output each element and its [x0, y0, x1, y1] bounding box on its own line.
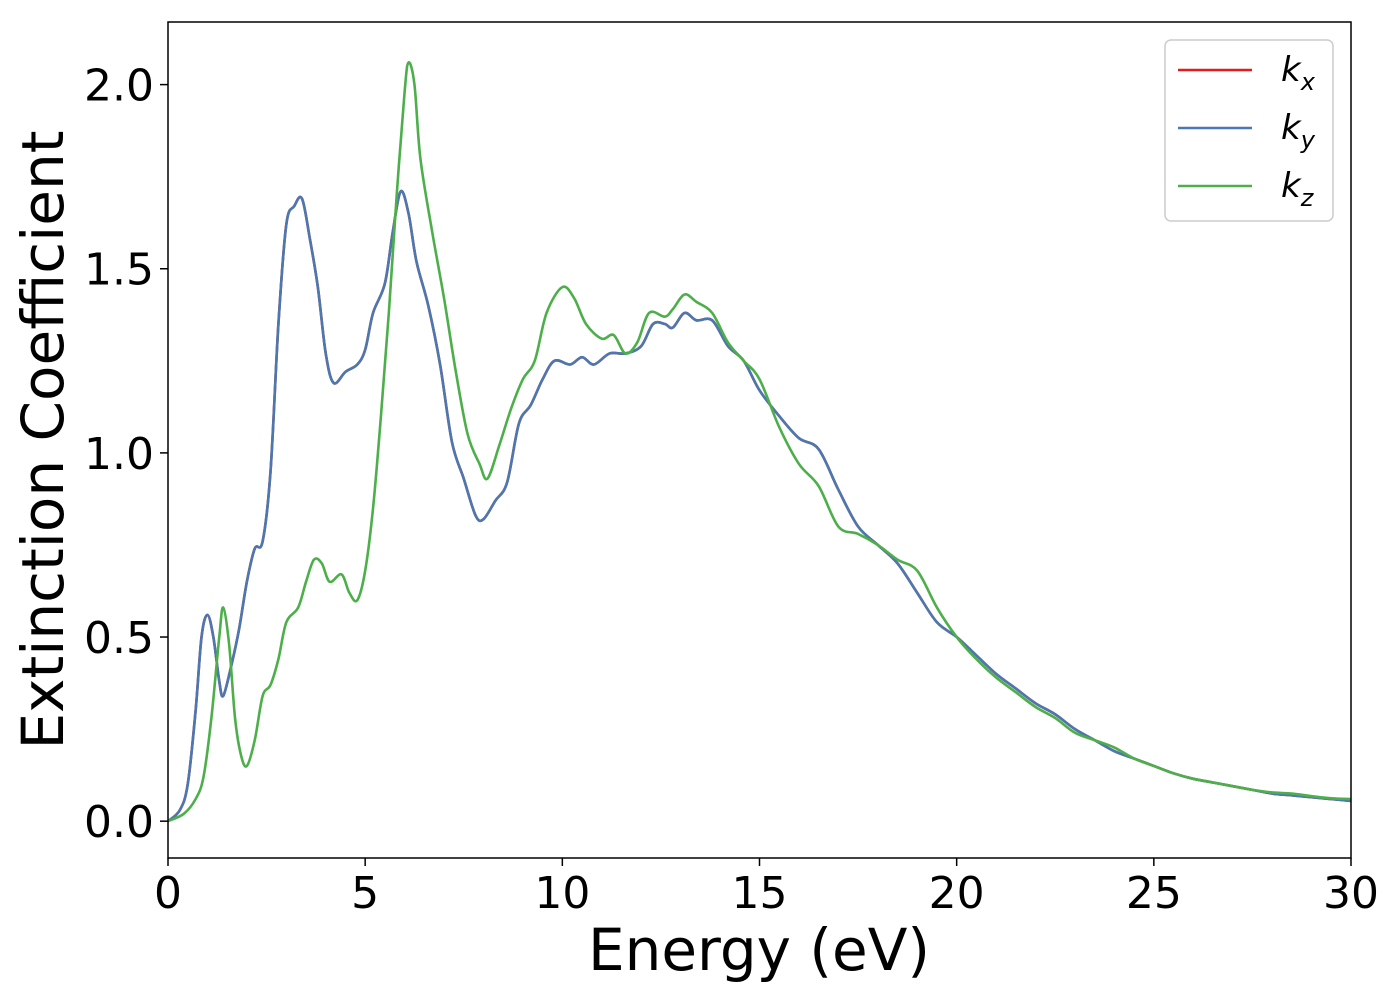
x-tick-label: 25	[1126, 868, 1182, 919]
x-tick-label: 20	[929, 868, 985, 919]
y-tick-label: 1.5	[84, 245, 154, 296]
x-tick-label: 5	[351, 868, 379, 919]
y-axis: 0.0 0.5 1.0 1.5 2.0	[84, 61, 168, 848]
x-axis-label: Energy (eV)	[588, 916, 930, 984]
series-layer	[168, 61, 1351, 823]
y-axis-label: Extinction Coefficient	[9, 131, 77, 750]
y-tick-label: 0.0	[84, 797, 154, 848]
legend-label-x: kx	[1281, 50, 1316, 96]
y-tick-label: 1.0	[84, 429, 154, 480]
x-tick-label: 30	[1323, 868, 1379, 919]
x-axis: 0 5 10 15 20 25 30	[154, 858, 1379, 919]
legend-label-y: ky	[1281, 108, 1316, 154]
legend-frame	[1164, 39, 1334, 222]
x-tick-label: 0	[154, 868, 182, 919]
legend-label-z: kz	[1281, 166, 1315, 212]
y-tick-label: 2.0	[84, 61, 154, 112]
y-tick-label: 0.5	[84, 613, 154, 664]
series-line-z	[168, 61, 1351, 823]
x-tick-label: 10	[534, 868, 590, 919]
legend: kx ky kz	[1164, 39, 1334, 222]
x-tick-label: 15	[732, 868, 788, 919]
series-line-y	[168, 189, 1351, 823]
plot-background	[168, 22, 1351, 858]
